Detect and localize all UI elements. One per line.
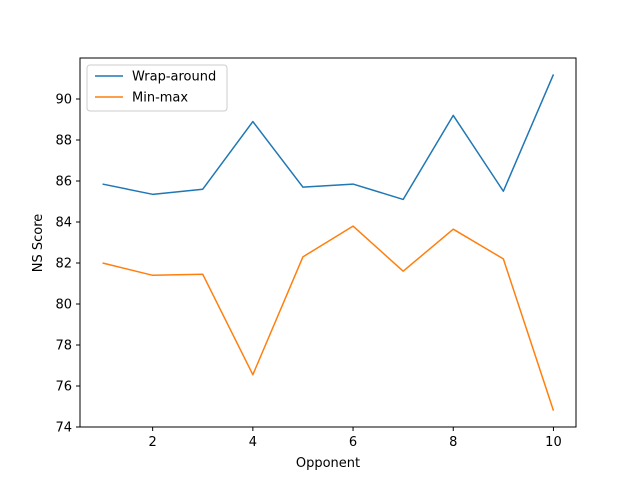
y-tick-label: 88 bbox=[55, 134, 72, 149]
x-tick-label: 6 bbox=[349, 435, 357, 450]
plot-background bbox=[80, 58, 576, 427]
y-tick-label: 80 bbox=[55, 298, 72, 313]
plot-frame bbox=[79, 57, 577, 428]
y-tick-label: 86 bbox=[55, 175, 72, 190]
y-tick-label: 82 bbox=[55, 257, 72, 272]
y-tick-label: 76 bbox=[55, 380, 72, 395]
legend: Wrap-around Min-max bbox=[86, 64, 228, 112]
tick-layer: 2 4 6 8 10 74 76 78 80 82 84 86 88 90 bbox=[55, 93, 561, 451]
x-tick-label: 10 bbox=[545, 435, 562, 450]
x-tick-label: 2 bbox=[149, 435, 157, 450]
legend-label-wrap-around: Wrap-around bbox=[132, 70, 216, 85]
legend-label-min-max: Min-max bbox=[132, 91, 188, 106]
y-axis-label: NS Score bbox=[31, 214, 46, 273]
x-tick-label: 4 bbox=[249, 435, 257, 450]
x-tick-label: 8 bbox=[449, 435, 457, 450]
y-tick-label: 90 bbox=[55, 93, 72, 108]
y-tick-label: 84 bbox=[55, 216, 72, 231]
series-line-min-max bbox=[102, 225, 555, 411]
series-layer bbox=[102, 74, 555, 411]
y-tick-label: 78 bbox=[55, 339, 72, 354]
series-line-wrap-around bbox=[102, 74, 555, 201]
y-tick-label: 74 bbox=[55, 421, 72, 436]
x-axis-label: Opponent bbox=[296, 456, 360, 471]
